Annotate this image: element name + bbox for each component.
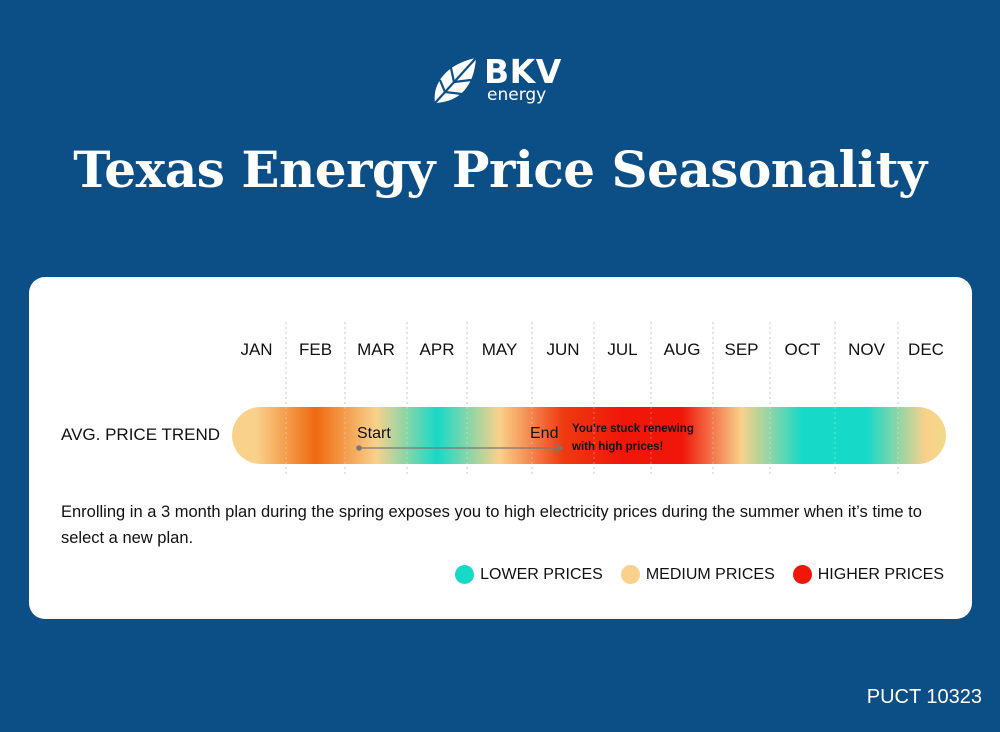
chart-card: JAN FEB MAR APR MAY JUN JUL AUG SEP OCT NOV DEC Sta… — [29, 277, 972, 619]
month-label-feb: FEB — [299, 340, 332, 359]
legend-label: LOWER PRICES — [480, 565, 603, 583]
logo-brand-text: BKV — [484, 52, 562, 91]
month-label-may: MAY — [482, 340, 518, 359]
legend-swatch — [792, 565, 812, 584]
legend-item: LOWER PRICES — [455, 565, 603, 584]
note-line-1: You’re stuck renewing — [572, 423, 694, 435]
footer-license: PUCT 10323 — [866, 686, 982, 708]
month-label-jun: JUN — [546, 340, 579, 359]
start-dot — [356, 445, 362, 451]
price-trend-bar — [232, 407, 946, 464]
month-gridlines — [285, 322, 899, 477]
month-labels: JAN FEB MAR APR MAY JUN JUL AUG SEP OCT NOV DEC — [240, 340, 944, 359]
legend-item: MEDIUM PRICES — [620, 565, 775, 584]
month-label-apr: APR — [420, 340, 455, 359]
row-label: AVG. PRICE TREND — [61, 425, 221, 444]
logo-sub-text: energy — [487, 85, 547, 105]
month-label-nov: NOV — [848, 340, 886, 359]
legend-label: MEDIUM PRICES — [645, 565, 775, 583]
leaf-logo-icon — [434, 57, 477, 104]
month-label-oct: OCT — [785, 340, 821, 359]
brand-logo: BKV energy — [432, 52, 572, 110]
legend-swatch — [620, 565, 640, 584]
end-label: End — [530, 425, 558, 442]
price-trend-chart: JAN FEB MAR APR MAY JUN JUL AUG SEP OCT NOV DEC Sta… — [232, 322, 946, 477]
page-title: Texas Energy Price Seasonality — [73, 140, 927, 199]
month-label-dec: DEC — [908, 340, 944, 359]
month-label-sep: SEP — [724, 340, 758, 359]
note-line-2: with high prices! — [571, 441, 663, 453]
legend: LOWER PRICES MEDIUM PRICES HIGHER PRICES — [437, 565, 944, 584]
start-label: Start — [357, 425, 391, 442]
month-label-aug: AUG — [664, 340, 701, 359]
month-label-jul: JUL — [607, 340, 637, 359]
month-label-jan: JAN — [240, 340, 272, 359]
description-text: Enrolling in a 3 month plan during the s… — [61, 503, 922, 547]
legend-label: HIGHER PRICES — [817, 565, 944, 583]
legend-swatch — [455, 565, 475, 584]
legend-item: HIGHER PRICES — [792, 565, 944, 584]
month-label-mar: MAR — [357, 340, 395, 359]
